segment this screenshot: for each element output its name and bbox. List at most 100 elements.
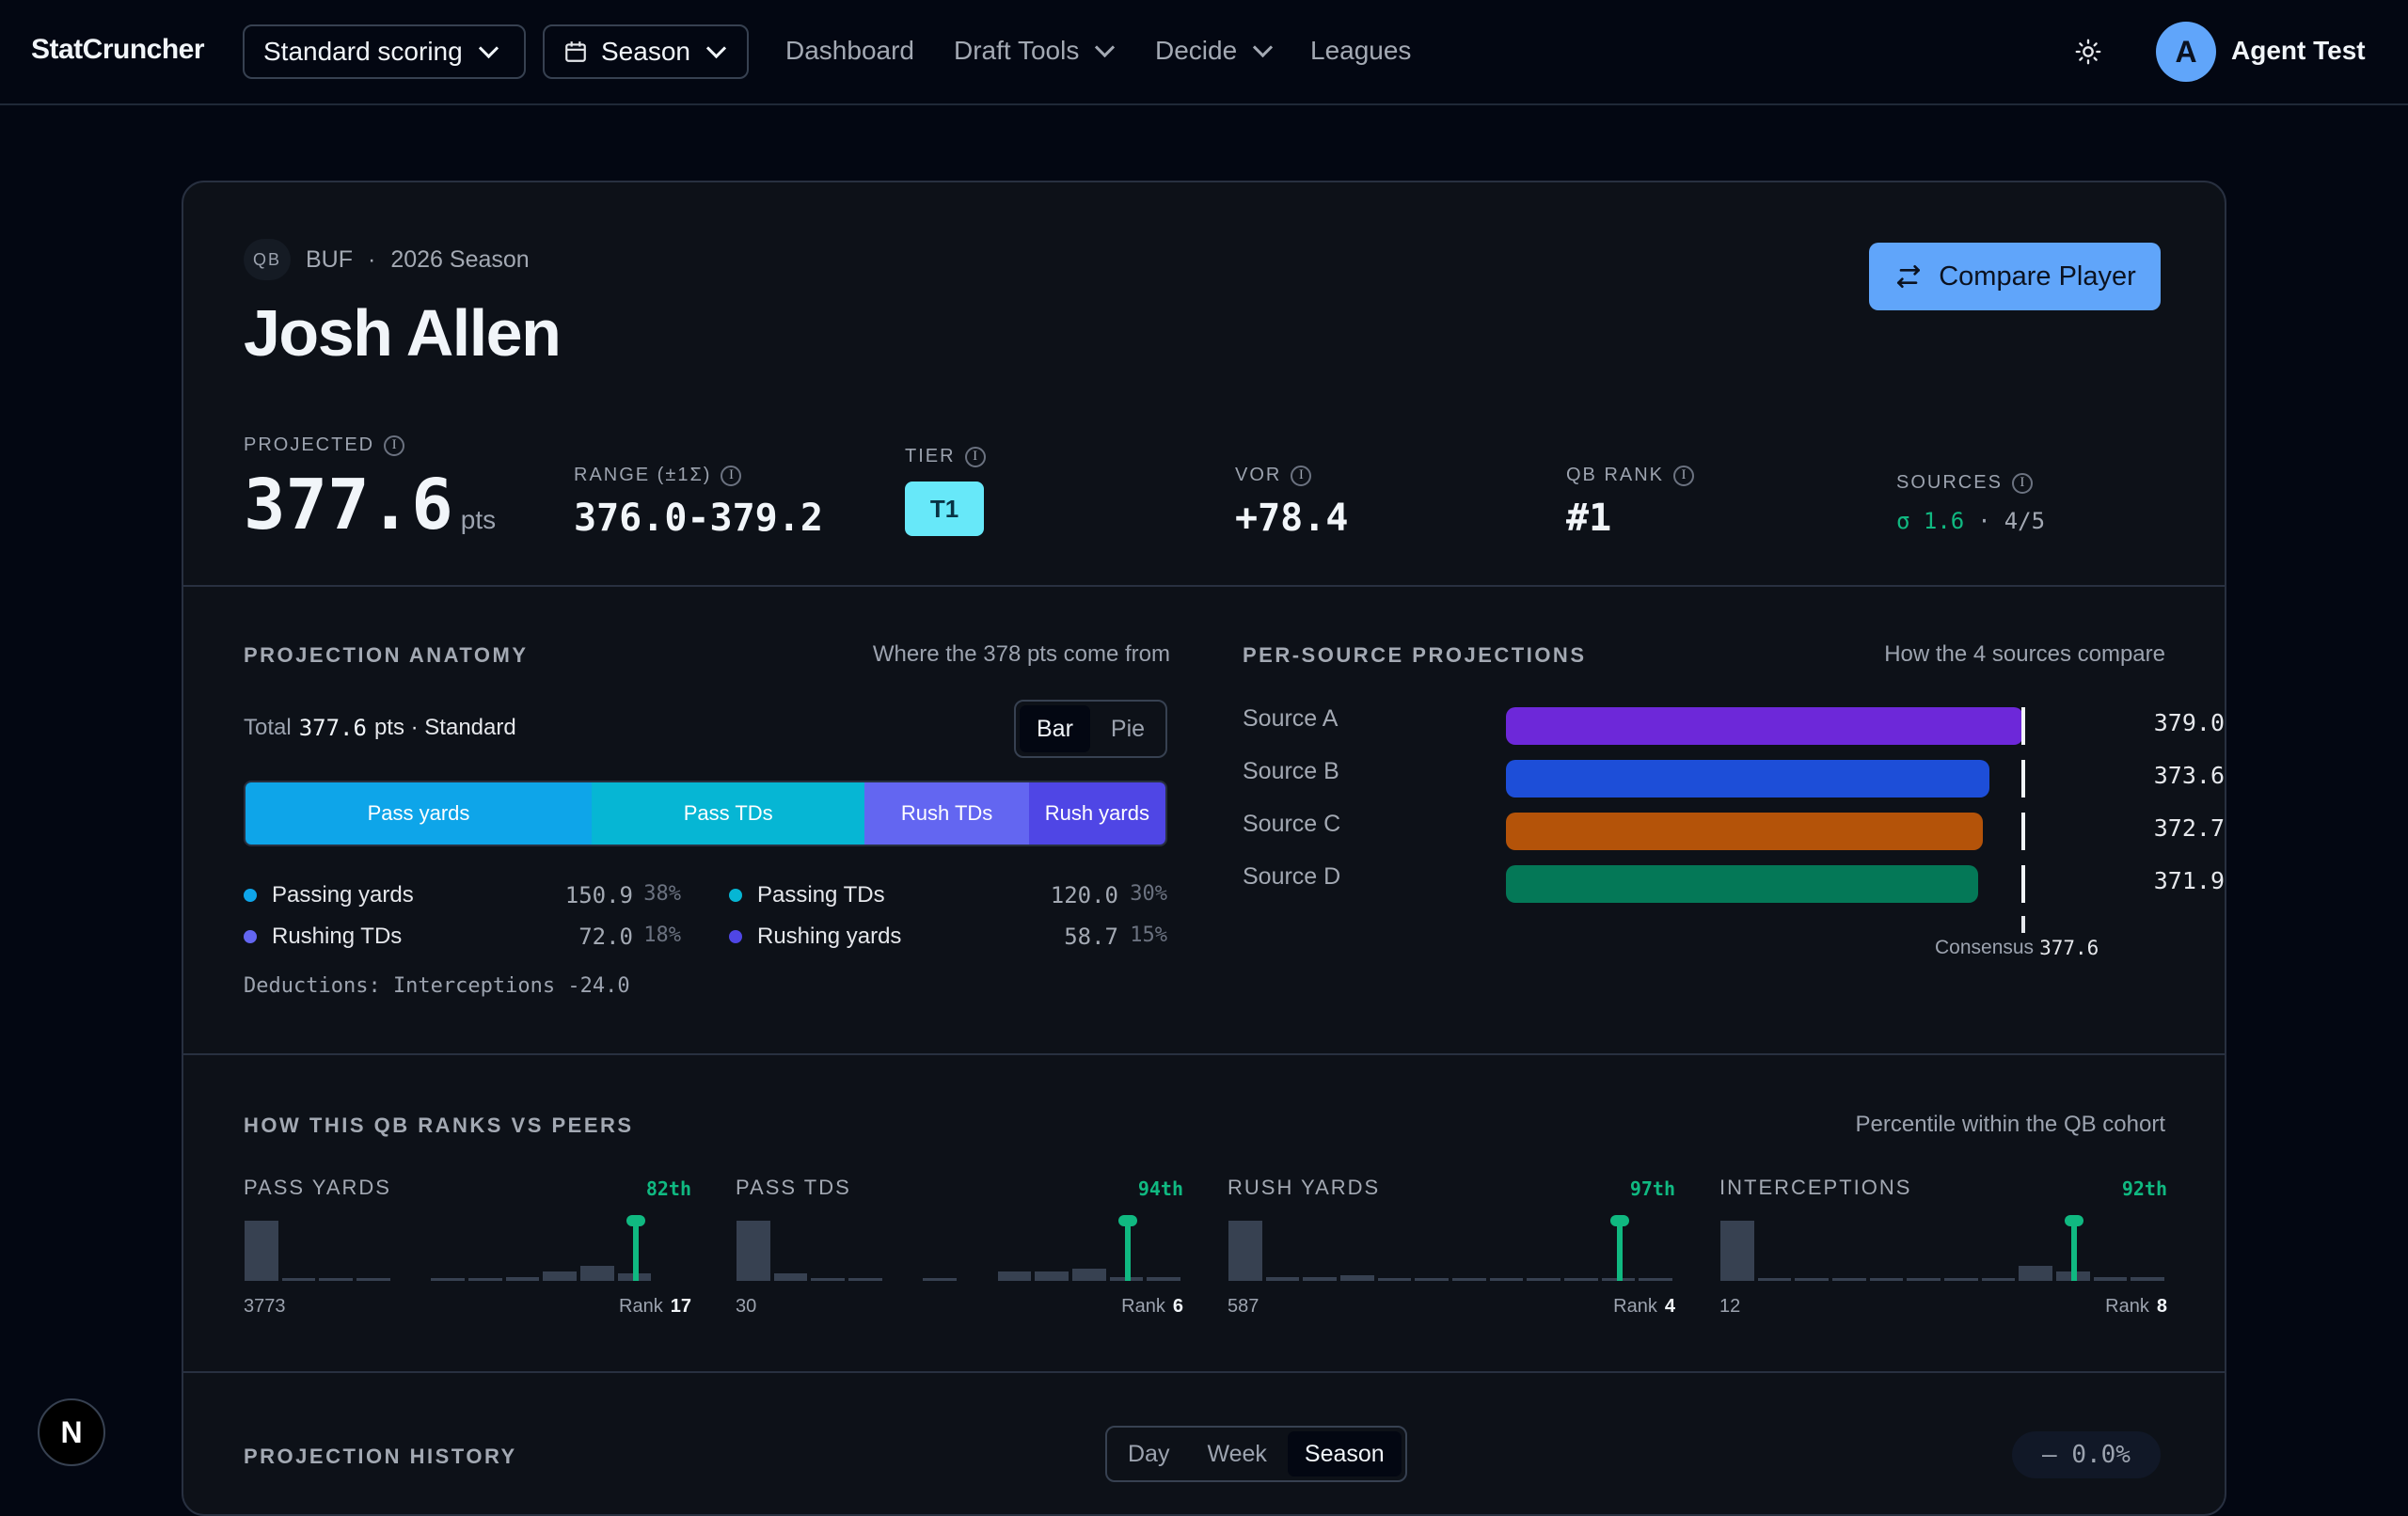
anatomy-segment[interactable]: Pass yards — [246, 782, 592, 845]
histogram-bin — [1072, 1269, 1106, 1281]
info-icon[interactable]: i — [1673, 465, 1695, 486]
info-icon[interactable]: i — [2011, 472, 2033, 494]
legend-swatch — [244, 930, 257, 943]
nav-dashboard[interactable]: Dashboard — [785, 36, 914, 66]
anatomy-segment[interactable]: Rush yards — [1028, 782, 1165, 845]
rank-card-label: INTERCEPTIONS — [1719, 1176, 1912, 1199]
histogram-bin — [1944, 1278, 1978, 1281]
anatomy-stacked-bar: Pass yards Pass TDs Rush TDs Rush yards — [244, 781, 1167, 846]
qb-rank-value: #1 — [1566, 497, 1612, 540]
histogram-bin — [505, 1277, 540, 1281]
histogram-bin — [1228, 1221, 1262, 1281]
histogram-bin — [2093, 1277, 2128, 1281]
toggle-bar[interactable]: Bar — [1020, 705, 1090, 752]
legend-item: Rushing yards — [729, 924, 901, 950]
player-position-marker — [632, 1219, 639, 1281]
legend-item: Passing yards — [244, 882, 414, 908]
nav-draft-tools[interactable]: Draft Tools — [954, 36, 1116, 66]
nav-leagues[interactable]: Leagues — [1310, 36, 1411, 66]
legend-value: 72.0 — [578, 924, 633, 950]
divider — [183, 585, 2225, 587]
rank-histogram — [244, 1215, 691, 1281]
histogram-bin — [1340, 1274, 1374, 1281]
marker-cap — [2064, 1215, 2083, 1226]
theme-toggle-sun-icon[interactable] — [2075, 39, 2101, 65]
rank-caption: Rank 17 — [541, 1296, 691, 1318]
histogram-bin — [1795, 1278, 1829, 1281]
toggle-season[interactable]: Season — [1287, 1431, 1402, 1477]
brand-logo[interactable]: StatCruncher — [31, 34, 205, 65]
tier-label-text: TIER — [905, 446, 956, 466]
rank-number: 4 — [1664, 1296, 1675, 1317]
projected-label-text: PROJECTED — [244, 434, 375, 455]
avatar[interactable]: A — [2156, 22, 2216, 82]
toggle-pie[interactable]: Pie — [1110, 715, 1146, 742]
source-bar[interactable] — [1506, 707, 2023, 745]
histogram-bin — [356, 1278, 390, 1281]
sources-count: 4/5 — [2004, 508, 2046, 534]
histogram-bin — [2019, 1266, 2052, 1281]
sources-title: PER-SOURCE PROJECTIONS — [1243, 643, 1587, 667]
source-bar[interactable] — [1506, 813, 1983, 850]
histogram-bin — [848, 1278, 882, 1281]
next-dev-indicator[interactable]: N — [38, 1398, 105, 1466]
chevron-down-icon — [1095, 37, 1116, 57]
chevron-down-icon — [478, 38, 499, 58]
legend-swatch — [244, 889, 257, 902]
legend-label: Rushing TDs — [272, 924, 403, 949]
period-select[interactable]: Season — [543, 24, 749, 79]
anatomy-segment[interactable]: Pass TDs — [591, 782, 865, 845]
histogram-bin — [1527, 1278, 1560, 1281]
player-meta: QB BUF · 2026 Season — [244, 239, 530, 280]
range-value: 376.0-379.2 — [574, 497, 823, 540]
anatomy-segment[interactable]: Rush TDs — [864, 782, 1029, 845]
histogram-bin — [1832, 1278, 1866, 1281]
nav-dashboard-label: Dashboard — [785, 36, 914, 65]
rank-caption: Rank 6 — [1033, 1296, 1183, 1318]
history-period-toggle: Day Week Season — [1105, 1426, 1407, 1482]
rank-prefix: Rank — [2105, 1296, 2149, 1317]
info-icon[interactable]: i — [384, 434, 405, 456]
info-icon[interactable]: i — [1291, 465, 1312, 486]
source-bar[interactable] — [1506, 865, 1978, 903]
divider — [183, 1371, 2225, 1373]
top-nav: StatCruncher Standard scoring Season Das… — [0, 0, 2408, 105]
info-icon[interactable]: i — [964, 446, 986, 467]
histogram-bin — [1452, 1278, 1486, 1281]
scoring-select-value: Standard scoring — [263, 37, 463, 66]
deductions-note: Deductions: Interceptions -24.0 — [244, 974, 630, 998]
range-label: RANGE (±1Σ) i — [574, 465, 742, 486]
rank-histogram — [736, 1215, 1183, 1281]
histogram-bin — [1303, 1277, 1337, 1281]
sources-dot: · — [1977, 508, 1991, 534]
histogram-bin — [468, 1278, 502, 1281]
source-value: 371.9 — [2153, 867, 2225, 894]
rank-prefix: Rank — [1121, 1296, 1165, 1317]
legend-label: Passing TDs — [757, 882, 885, 908]
histogram-bin — [1869, 1278, 1904, 1281]
histogram-bin — [1035, 1271, 1069, 1281]
toggle-day[interactable]: Day — [1128, 1440, 1170, 1467]
rank-caption: Rank 8 — [2017, 1296, 2167, 1318]
toggle-week[interactable]: Week — [1207, 1440, 1267, 1467]
compare-player-button[interactable]: Compare Player — [1869, 243, 2161, 310]
rank-number: 8 — [2156, 1296, 2167, 1317]
rank-card-percentile: 82th — [645, 1177, 691, 1200]
source-bar[interactable] — [1506, 760, 1989, 797]
scoring-select[interactable]: Standard scoring — [243, 24, 526, 79]
nav-decide[interactable]: Decide — [1155, 36, 1274, 66]
source-value: 373.6 — [2153, 762, 2225, 789]
compare-player-label: Compare Player — [1939, 261, 2136, 292]
player-position-marker — [1616, 1219, 1623, 1281]
user-name[interactable]: Agent Test — [2231, 36, 2366, 65]
histogram-bin — [1489, 1278, 1524, 1281]
legend-swatch — [729, 889, 742, 902]
info-icon[interactable]: i — [721, 465, 742, 486]
histogram-bin — [1757, 1278, 1792, 1281]
history-change-badge: — 0.0% — [2012, 1431, 2161, 1478]
source-label: Source D — [1243, 863, 1341, 890]
anatomy-view-toggle: Bar Pie — [1014, 700, 1168, 758]
rank-card-label: PASS TDS — [736, 1176, 851, 1199]
legend-percent: 30% — [1130, 882, 1167, 906]
projected-label: PROJECTED i — [244, 434, 405, 456]
